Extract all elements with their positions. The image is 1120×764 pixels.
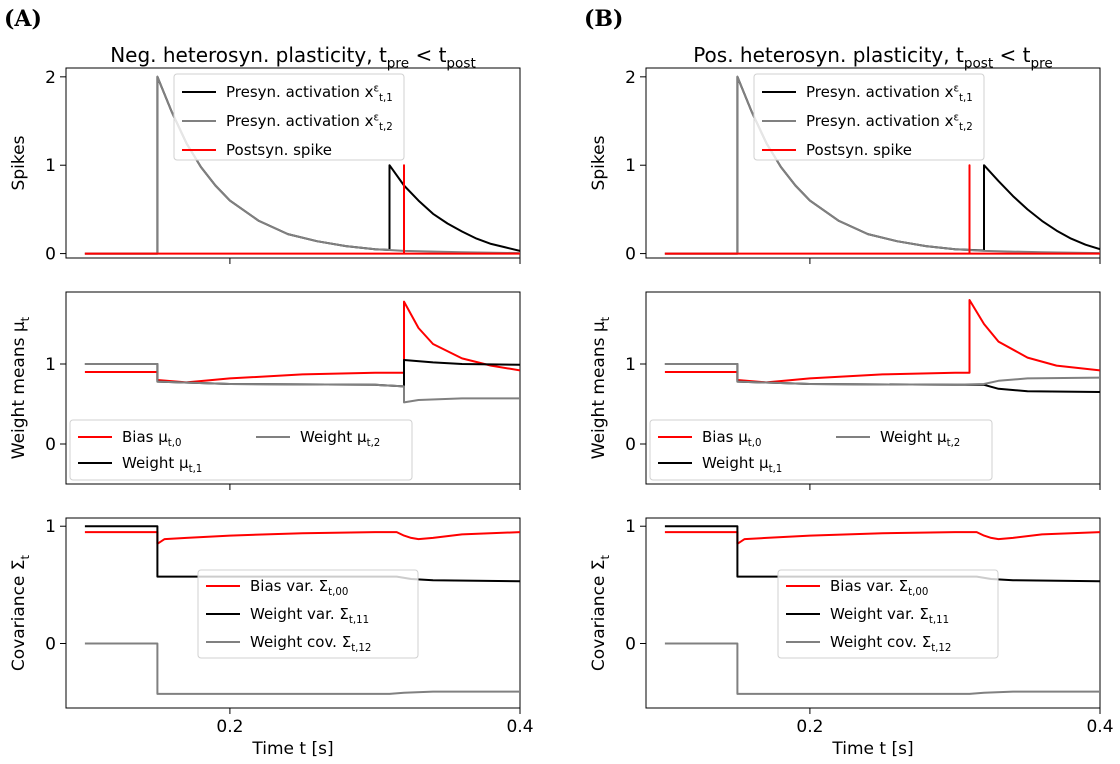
axes-frame [645,291,1101,485]
panel-letter: (A) [4,6,42,32]
legend-label: Weight μt,2 [880,428,960,449]
legend-label: Bias var. Σt,00 [250,577,348,598]
y-tick-label: 1 [45,156,56,176]
y-tick-label: 2 [45,68,56,88]
series-line [84,531,520,545]
subplot: 0 1 0.2 0.4 Time t [s] Covariance Σt Bias var.… [9,517,534,759]
legend-label: Weight μt,1 [702,454,782,475]
legend: Bias var. Σt,00 Weight var. Σt,11 Weight c… [197,569,419,659]
subplot: 0 1 Weight means μt Bias μt,0 Weight μt,1 Wei… [589,291,1101,490]
legend-label: Postsyn. spike [226,141,332,159]
x-axis-label: Time t [s] [251,739,333,759]
legend-label: Bias μt,0 [702,428,762,449]
legend-box [69,419,413,481]
subplot: 0 1 Weight means μt Bias μt,0 Weight μt,1 Wei… [9,291,521,490]
legend-label: Weight cov. Σt,12 [250,633,371,654]
series-line [664,164,1100,255]
legend: Bias μt,0 Weight μt,1 Weight μt,2 [649,419,993,481]
y-tick-label: 0 [625,634,636,654]
series-line [664,363,1100,386]
series-line [84,75,520,255]
series-line [84,300,520,384]
legend-label: Bias var. Σt,00 [830,577,928,598]
y-axis-label: Weight means μt [589,316,612,459]
y-tick-label: 0 [625,245,636,265]
y-tick-label: 0 [625,435,636,455]
legend-label: Weight var. Σt,11 [830,605,949,626]
axes-frame [65,67,521,259]
legend: Bias var. Σt,00 Weight var. Σt,11 Weight c… [777,569,999,659]
legend-label: Presyn. activation xεt,2 [806,112,973,133]
y-tick-label: 1 [45,355,56,375]
legend-label: Presyn. activation xεt,1 [806,83,973,104]
x-tick-label: 0.2 [216,717,243,737]
axes-frame [65,517,521,709]
legend-box [649,419,993,481]
legend-box [197,569,419,659]
legend: Bias μt,0 Weight μt,1 Weight μt,2 [69,419,413,481]
axes-frame [645,67,1101,259]
y-tick-label: 1 [45,517,56,537]
y-tick-label: 1 [625,355,636,375]
x-tick-label: 0.4 [506,717,533,737]
legend: Presyn. activation xεt,1 Presyn. activati… [173,73,405,161]
panel-letter: (B) [584,6,623,32]
legend-label: Weight μt,1 [122,454,202,475]
legend-label: Presyn. activation xεt,1 [226,83,393,104]
legend-label: Weight var. Σt,11 [250,605,369,626]
axes-frame [65,291,521,485]
legend: Presyn. activation xεt,1 Presyn. activati… [753,73,985,161]
legend-label: Presyn. activation xεt,2 [226,112,393,133]
series-line [664,642,1100,695]
panel-title: Pos. heterosyn. plasticity, tpost < tpre [693,43,1053,72]
series-line [84,363,520,404]
panel-title: Neg. heterosyn. plasticity, tpre < tpost [110,43,476,72]
legend-label: Weight cov. Σt,12 [830,633,951,654]
x-axis-label: Time t [s] [831,739,913,759]
legend-box [753,73,985,161]
legend-label: Postsyn. spike [806,141,912,159]
legend-label: Bias μt,0 [122,428,182,449]
y-tick-label: 0 [45,245,56,265]
y-tick-label: 2 [625,68,636,88]
y-axis-label: Weight means μt [9,316,32,459]
series-line [664,531,1100,545]
series-line [84,642,520,695]
y-tick-label: 0 [45,435,56,455]
legend-box [777,569,999,659]
y-tick-label: 0 [45,634,56,654]
legend-label: Weight μt,2 [300,428,380,449]
x-tick-label: 0.2 [796,717,823,737]
y-axis-label: Covariance Σt [9,554,32,671]
y-axis-label: Spikes [589,135,609,190]
series-line [664,299,1100,384]
subplot: 0 1 0.2 0.4 Time t [s] Covariance Σt Bias var.… [589,517,1114,759]
x-tick-label: 0.4 [1086,717,1113,737]
legend-box [173,73,405,161]
y-axis-label: Spikes [9,135,29,190]
series-line [84,164,520,255]
y-axis-label: Covariance Σt [589,554,612,671]
y-tick-label: 1 [625,156,636,176]
axes-frame [645,517,1101,709]
y-tick-label: 1 [625,517,636,537]
